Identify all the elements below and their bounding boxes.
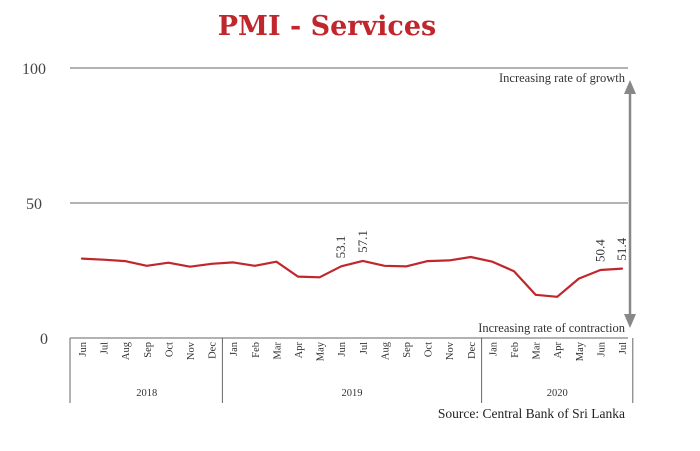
x-tick-label: Dec (208, 342, 219, 359)
chart-title: PMI - Services (218, 11, 437, 42)
x-tick-label: Apr (553, 342, 564, 359)
x-tick-label: Dec (467, 342, 478, 359)
series-line (80, 255, 624, 298)
x-tick-label: Jun (78, 341, 89, 356)
y-tick-label-100: 100 (22, 61, 46, 78)
year-label: 2019 (342, 388, 363, 399)
x-tick-labels: Jun Jul Aug Sep Oct Nov Dec Jan Feb Mar Apr May Jun J… (78, 341, 629, 361)
x-tick-label: Nov (186, 341, 197, 360)
x-tick-label: Aug (380, 341, 391, 360)
x-tick-label: Jun (337, 341, 348, 356)
x-tick-label: Aug (121, 341, 132, 360)
contraction-annotation: Increasing rate of contraction (478, 321, 626, 335)
growth-annotation: Increasing rate of growth (499, 71, 626, 85)
x-tick-label: Feb (510, 342, 521, 358)
x-tick-label: Sep (402, 342, 413, 358)
source-note: Source: Central Bank of Sri Lanka (438, 406, 625, 421)
data-label: 57.1 (355, 230, 370, 253)
x-tick-label: Jan (229, 341, 240, 356)
x-tick-label: Oct (424, 342, 435, 357)
x-tick-label: Mar (532, 342, 543, 360)
x-tick-label: Jan (488, 341, 499, 356)
x-tick-label: Sep (143, 342, 154, 358)
x-tick-label: Nov (445, 341, 456, 360)
contraction-arrow-head (624, 314, 636, 328)
data-label: 53.1 (333, 236, 348, 259)
x-tick-label: May (316, 341, 327, 361)
year-label: 2020 (547, 388, 568, 399)
x-tick-label: Feb (251, 342, 262, 358)
x-tick-label: Jun (596, 341, 607, 356)
x-tick-label: Oct (164, 342, 175, 357)
x-tick-label: Jul (359, 342, 370, 354)
y-tick-label-0: 0 (40, 331, 48, 348)
growth-arrow-head (624, 80, 636, 94)
year-label: 2018 (136, 388, 157, 399)
data-label: 50.4 (592, 239, 607, 262)
y-tick-label-50: 50 (26, 196, 42, 213)
year-groups: 2018 2019 2020 (69, 338, 634, 403)
data-label: 51.4 (614, 237, 629, 260)
data-labels: 53.1 57.1 50.4 51.4 (333, 230, 629, 262)
x-tick-label: May (575, 341, 586, 361)
x-tick-label: Jul (100, 342, 111, 354)
x-tick-label: Mar (272, 342, 283, 360)
x-tick-label: Apr (294, 342, 305, 359)
x-tick-label: Jul (618, 342, 629, 354)
